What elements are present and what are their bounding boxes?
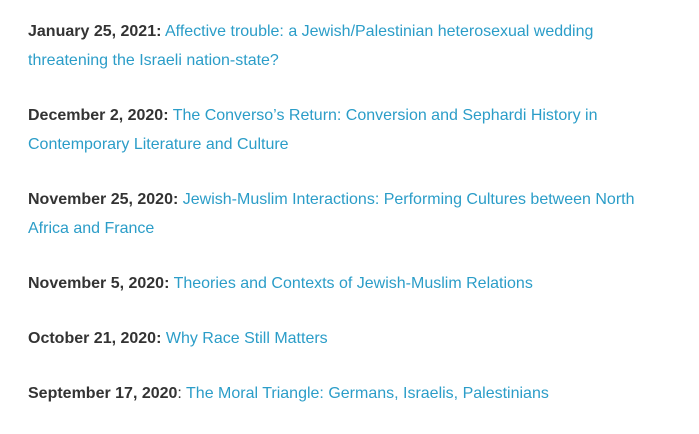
event-entry: January 25, 2021: Affective trouble: a J… bbox=[28, 17, 643, 75]
separator: : bbox=[156, 23, 162, 40]
event-date: September 17, 2020 bbox=[28, 385, 178, 402]
event-entry: November 5, 2020: Theories and Contexts … bbox=[28, 269, 643, 298]
event-entry: October 21, 2020: Why Race Still Matters bbox=[28, 324, 643, 353]
separator: : bbox=[164, 275, 170, 292]
event-date: November 25, 2020 bbox=[28, 191, 173, 208]
event-list: January 25, 2021: Affective trouble: a J… bbox=[28, 17, 643, 434]
separator: : bbox=[172, 191, 179, 208]
event-entry: November 25, 2020: Jewish-Muslim Interac… bbox=[28, 185, 643, 243]
separator: : bbox=[156, 330, 162, 347]
event-title-link[interactable]: Jewish-Muslim Interactions: Performing C… bbox=[28, 191, 635, 237]
event-entry: September 17, 2020: The Moral Triangle: … bbox=[28, 379, 643, 408]
separator: : bbox=[177, 385, 182, 402]
separator: : bbox=[163, 107, 169, 124]
event-title-link[interactable]: The Moral Triangle: Germans, Israelis, P… bbox=[186, 385, 549, 402]
event-date: January 25, 2021 bbox=[28, 23, 157, 40]
event-date: November 5, 2020 bbox=[28, 275, 165, 292]
event-title-link[interactable]: Affective trouble: a Jewish/Palestinian … bbox=[28, 23, 594, 69]
event-entry: December 2, 2020: The Converso’s Return:… bbox=[28, 101, 643, 159]
event-date: December 2, 2020 bbox=[28, 107, 164, 124]
event-title-link[interactable]: Why Race Still Matters bbox=[165, 330, 328, 347]
event-title-link[interactable]: The Converso’s Return: Conversion and Se… bbox=[28, 107, 598, 153]
event-title-link[interactable]: Theories and Contexts of Jewish-Muslim R… bbox=[173, 275, 533, 292]
event-date: October 21, 2020 bbox=[28, 330, 157, 347]
